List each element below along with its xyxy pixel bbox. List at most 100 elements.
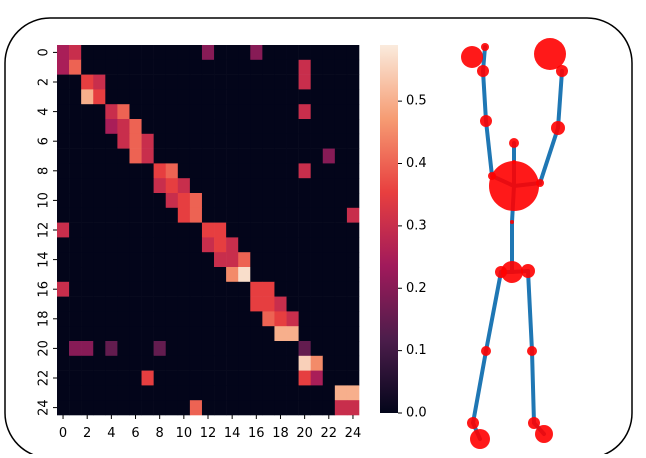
cell: [57, 104, 70, 120]
cell: [262, 133, 275, 149]
cell: [189, 193, 203, 209]
cell: [286, 163, 299, 179]
cell: [262, 89, 275, 105]
cell: [238, 341, 251, 357]
cell: [238, 370, 251, 386]
cell: [298, 89, 311, 105]
cell: [165, 148, 179, 164]
cell: [214, 281, 227, 297]
cell: [153, 385, 167, 401]
cell: [93, 400, 106, 416]
cell: [262, 163, 275, 179]
cell: [310, 370, 324, 386]
cell: [274, 178, 287, 194]
cell: [334, 104, 348, 120]
cell: [322, 355, 336, 371]
cell: [165, 385, 179, 401]
cell: [69, 400, 82, 416]
cell: [262, 326, 275, 342]
cell: [214, 400, 227, 416]
x-tick-label: 6: [131, 426, 139, 441]
cell: [69, 59, 82, 75]
cell: [214, 148, 227, 164]
colorbar-tick-label: 0.5: [406, 94, 427, 109]
cell: [250, 370, 263, 386]
cell: [81, 355, 94, 371]
cell: [238, 45, 251, 61]
cell: [298, 385, 311, 401]
cell: [310, 74, 324, 90]
cell: [69, 281, 82, 297]
cell: [141, 104, 154, 120]
colorbar-tick-label: 0.4: [406, 156, 427, 171]
cell: [153, 89, 167, 105]
cell: [153, 400, 167, 416]
cell: [201, 74, 215, 90]
cell: [81, 163, 94, 179]
cell: [105, 355, 118, 371]
cell: [105, 193, 118, 209]
cell: [286, 400, 299, 416]
cell: [57, 133, 70, 149]
cell: [310, 281, 324, 297]
cell: [129, 59, 142, 75]
cell: [117, 59, 130, 75]
cell: [286, 281, 299, 297]
cell: [93, 326, 106, 342]
cell: [93, 148, 106, 164]
x-tick-label: 8: [156, 426, 164, 441]
cell: [117, 400, 130, 416]
cell: [105, 385, 118, 401]
cell: [141, 252, 154, 268]
cell: [189, 45, 203, 61]
cell: [129, 281, 142, 297]
y-tick-label: 4: [37, 107, 52, 115]
cell: [93, 207, 106, 223]
cell: [286, 148, 299, 164]
cell: [250, 163, 263, 179]
cell: [129, 104, 142, 120]
cell: [141, 311, 154, 327]
cell: [250, 104, 263, 120]
cell: [69, 237, 82, 253]
cell: [117, 89, 130, 105]
skeleton: [470, 45, 564, 441]
cell: [238, 355, 251, 371]
cell: [189, 89, 203, 105]
cell: [117, 267, 130, 283]
cell: [165, 252, 179, 268]
colorbar-tick-label: 0.0: [406, 406, 427, 421]
cell: [334, 370, 348, 386]
cell: [262, 237, 275, 253]
cell: [129, 178, 142, 194]
cell: [57, 74, 70, 90]
cell: [322, 89, 336, 105]
cell: [238, 252, 251, 268]
cell: [165, 59, 179, 75]
cell: [298, 355, 311, 371]
cell: [298, 326, 311, 342]
cell: [93, 74, 106, 90]
cell: [346, 74, 360, 90]
cell: [141, 163, 154, 179]
cell: [298, 296, 311, 312]
cell: [250, 74, 263, 90]
cell: [262, 207, 275, 223]
cell: [153, 326, 167, 342]
cell: [201, 133, 215, 149]
x-tick-label: 0: [59, 426, 67, 441]
cell: [177, 133, 191, 149]
cell: [153, 148, 167, 164]
cell: [153, 59, 167, 75]
cell: [214, 252, 227, 268]
cell: [286, 222, 299, 238]
cell: [129, 400, 142, 416]
cell: [165, 400, 179, 416]
cell: [238, 148, 251, 164]
cell: [189, 267, 203, 283]
cell: [226, 296, 239, 312]
cell: [334, 355, 348, 371]
cell: [141, 119, 154, 135]
cell: [322, 119, 336, 135]
cell: [334, 119, 348, 135]
